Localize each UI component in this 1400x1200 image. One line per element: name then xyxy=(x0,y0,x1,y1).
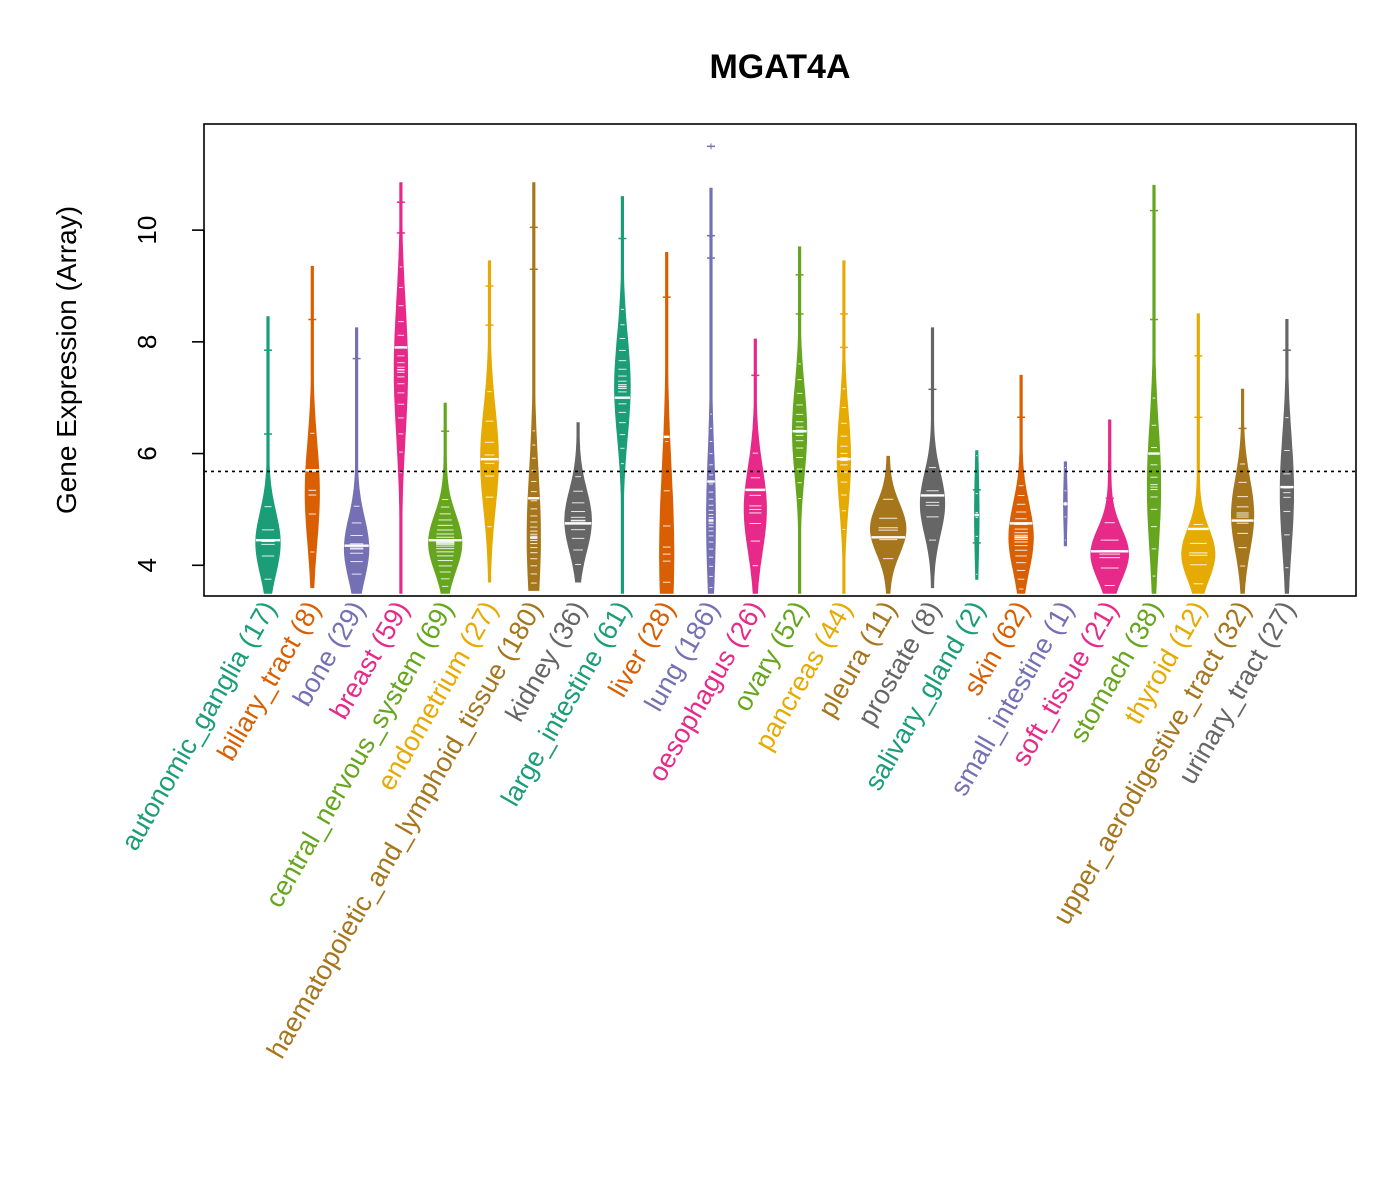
violin-large_intestine xyxy=(614,196,631,594)
violin-soft_tissue xyxy=(1090,419,1130,594)
violin-endometrium xyxy=(480,260,499,583)
y-tick-label: 4 xyxy=(132,558,162,572)
violin-shape xyxy=(1231,388,1255,594)
violin-prostate xyxy=(919,327,946,589)
violin-shape xyxy=(836,260,851,594)
y-tick-label: 6 xyxy=(132,446,162,460)
x-axis-labels: autonomic_ganglia (17)biliary_tract (8)b… xyxy=(115,596,1301,1063)
violin-layer xyxy=(255,143,1294,594)
violin-liver xyxy=(659,252,675,594)
violin-shape xyxy=(706,187,716,594)
violin-shape xyxy=(743,338,767,594)
violin-pancreas xyxy=(836,260,851,594)
y-tick-label: 10 xyxy=(132,216,162,245)
violin-shape xyxy=(255,316,281,594)
violin-autonomic_ganglia xyxy=(255,316,281,594)
violin-bone xyxy=(343,327,370,594)
violin-haematopoietic_and_lymphoid_tissue xyxy=(526,182,541,591)
y-axis: 4 6 8 10 xyxy=(132,216,205,573)
violin-shape xyxy=(526,182,541,591)
y-axis-label: Gene Expression (Array) xyxy=(51,206,82,514)
violin-kidney xyxy=(564,422,592,583)
y-tick-label: 8 xyxy=(132,335,162,349)
violin-salivary_gland xyxy=(972,450,981,580)
violin-ovary xyxy=(792,246,808,594)
violin-lung xyxy=(706,143,716,594)
violin-stomach xyxy=(1146,184,1162,594)
violin-shape xyxy=(792,246,808,594)
violin-upper_aerodigestive_tract xyxy=(1231,388,1255,594)
violin-shape xyxy=(1181,313,1216,594)
violin-urinary_tract xyxy=(1279,319,1294,594)
violin-shape xyxy=(614,196,631,594)
chart-title: MGAT4A xyxy=(709,48,850,86)
violin-pleura xyxy=(870,455,907,594)
violin-shape xyxy=(919,327,946,589)
violin-small_intestine xyxy=(1063,461,1068,547)
violin-biliary_tract xyxy=(304,265,320,589)
violin-shape xyxy=(1090,419,1130,594)
violin-breast xyxy=(393,182,408,594)
violin-skin xyxy=(1008,374,1034,594)
violin-oesophagus xyxy=(743,338,767,594)
violin-shape xyxy=(393,182,408,594)
violin-shape xyxy=(870,455,907,594)
violin-central_nervous_system xyxy=(428,402,463,594)
violin-shape xyxy=(1008,374,1034,594)
violin-shape xyxy=(1146,184,1162,594)
violin-shape xyxy=(1279,319,1294,594)
violin-shape xyxy=(659,252,675,594)
violin-shape xyxy=(304,265,320,589)
violin-thyroid xyxy=(1181,313,1216,594)
violin-shape xyxy=(343,327,370,594)
plot-frame xyxy=(203,123,1357,597)
